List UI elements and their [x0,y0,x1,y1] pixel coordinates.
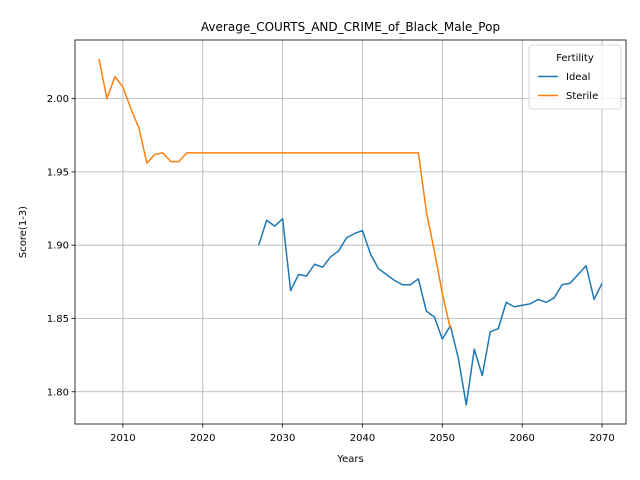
legend-title: Fertility [556,53,594,64]
series-line-sterile [98,58,452,329]
y-tick-label: 1.80 [47,387,69,398]
y-tick-label: 1.95 [47,167,69,178]
legend-label-ideal: Ideal [566,72,590,83]
x-tick-label: 2050 [430,433,455,444]
y-axis-title: Score(1-3) [18,206,29,258]
plot-frame [74,39,627,425]
y-tick-label: 1.90 [47,241,69,252]
y-tick-label: 2.00 [47,94,69,105]
x-tick-label: 2030 [270,433,295,444]
legend-box [528,44,622,110]
x-tick-label: 2070 [589,433,614,444]
x-tick-label: 2060 [509,433,534,444]
x-tick-label: 2010 [110,433,135,444]
series-line-ideal [257,218,603,406]
x-tick-label: 2040 [350,433,375,444]
legend-label-sterile: Sterile [566,91,598,102]
x-axis-title: Years [336,454,363,465]
y-tick-label: 1.85 [47,314,69,325]
x-tick-label: 2020 [190,433,215,444]
grid [75,40,626,424]
chart-title: Average_COURTS_AND_CRIME_of_Black_Male_P… [201,20,500,34]
y-axis: 1.80 1.85 1.90 1.95 2.00 [47,94,75,398]
legend: Fertility Ideal Sterile [528,44,622,110]
series-lines [98,58,603,406]
x-axis: 2010 2020 2030 2040 2050 2060 2070 [110,424,615,444]
